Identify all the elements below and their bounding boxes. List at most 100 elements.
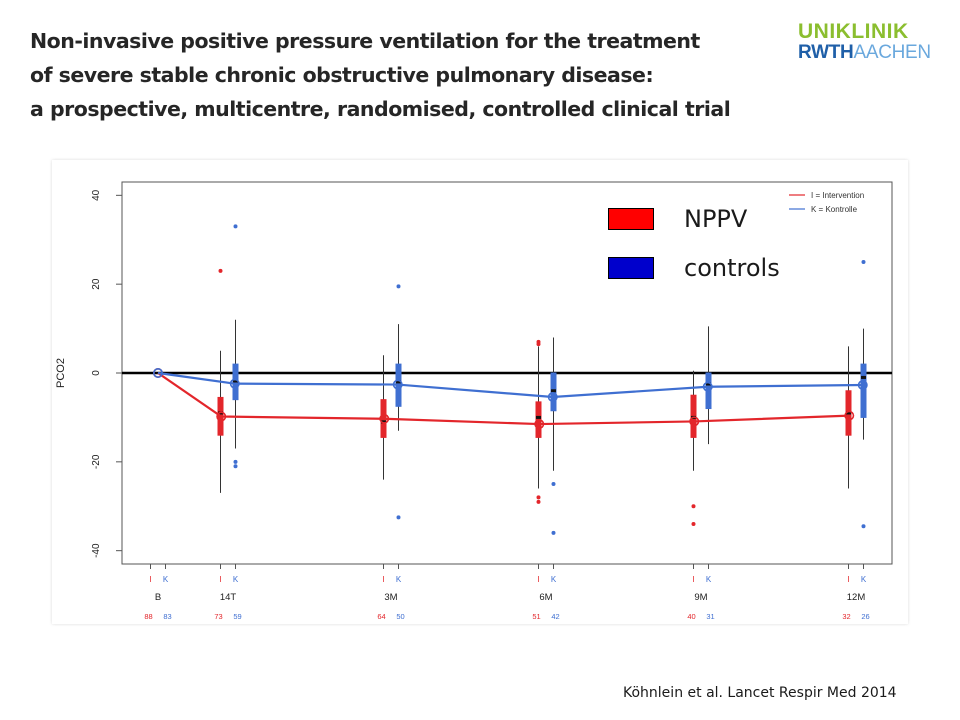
control-mean-point (547, 391, 558, 402)
outlier-point (396, 515, 401, 520)
group-label-control: K (861, 575, 867, 584)
intervention-boxplot (845, 346, 852, 489)
y-tick-label: -40 (91, 543, 102, 558)
boxplot-box (860, 363, 867, 418)
outlier-point (233, 224, 238, 229)
outlier-point (396, 284, 401, 289)
x-tick-label: 9M (694, 592, 707, 603)
citation: Köhnlein et al. Lancet Respir Med 2014 (623, 685, 897, 701)
y-tick-label: 0 (91, 370, 102, 376)
n-intervention: 40 (687, 612, 695, 621)
legend-swatch-controls (608, 256, 654, 279)
inner-legend-label-intervention: I = Intervention (811, 191, 864, 200)
boxplot-median (551, 389, 556, 393)
control-mean-point (702, 381, 713, 392)
group-label-control: K (233, 575, 239, 584)
slide-title: Non-invasive positive pressure ventilati… (30, 24, 770, 126)
group-label-intervention: I (692, 575, 694, 584)
boxplot-median (536, 415, 541, 419)
outlier-point (233, 464, 238, 469)
outlier-point (233, 459, 238, 464)
legend-item-controls: controls (608, 253, 780, 282)
group-label-intervention: I (847, 575, 849, 584)
boxplot-median (706, 382, 711, 386)
y-tick-label: -20 (91, 454, 102, 469)
n-control: 50 (396, 612, 404, 621)
title-line-1: Non-invasive positive pressure ventilati… (30, 29, 700, 53)
outlier-point (536, 499, 541, 504)
logo-line-1: UNIKLINIK (798, 20, 909, 43)
legend-label-controls: controls (684, 253, 780, 282)
intervention-mean-point (216, 411, 227, 422)
intervention-mean-point (844, 410, 855, 421)
outlier-point (536, 495, 541, 500)
boxplot-median (233, 380, 238, 384)
logo-rwth: RWTH (798, 42, 854, 63)
intervention-mean-point (689, 416, 700, 427)
group-label-control: K (706, 575, 712, 584)
group-label-control: K (551, 575, 557, 584)
n-control: 31 (706, 612, 714, 621)
outlier-point (691, 504, 696, 509)
n-control: 59 (233, 612, 241, 621)
title-line-3: a prospective, multicentre, randomised, … (30, 97, 731, 121)
outlier-point (551, 530, 556, 535)
group-label-intervention: I (219, 575, 221, 584)
control-mean-line (157, 371, 863, 399)
n-control: 83 (163, 612, 171, 621)
group-label-intervention: I (537, 575, 539, 584)
group-label-control: K (396, 575, 402, 584)
legend-swatch-nppv (608, 207, 654, 230)
legend-item-nppv: NPPV (608, 205, 780, 233)
group-label-control: K (163, 575, 169, 584)
boxplot-median (861, 375, 866, 379)
y-axis-label: PCO2 (55, 358, 67, 388)
title-line-2: of severe stable chronic obstructive pul… (30, 63, 654, 87)
control-mean-point (229, 378, 240, 389)
x-tick-label: B (155, 592, 161, 603)
n-control: 42 (551, 612, 559, 621)
group-label-intervention: I (382, 575, 384, 584)
n-intervention: 88 (144, 612, 152, 621)
n-intervention: 64 (377, 612, 385, 621)
y-tick-label: 20 (91, 278, 102, 290)
control-mean-point (153, 368, 164, 379)
control-boxplot (232, 224, 239, 469)
x-tick-label: 3M (384, 592, 397, 603)
control-mean-point (392, 379, 403, 390)
boxplot-median (846, 411, 851, 415)
control-boxplot (395, 284, 402, 520)
outlier-point (218, 268, 223, 273)
intervention-mean-line (157, 372, 850, 426)
x-tick-label: 12M (847, 592, 866, 603)
intervention-mean-point (534, 419, 545, 430)
x-tick-label: 6M (539, 592, 552, 603)
outlier-point (861, 259, 866, 264)
boxplot-median (381, 420, 386, 424)
intervention-mean-point (379, 413, 390, 424)
outlier-point (536, 342, 541, 347)
n-control: 26 (861, 612, 869, 621)
intervention-boxplot (535, 339, 542, 504)
group-label-intervention: I (149, 575, 151, 584)
logo-line-2: RWTHAACHEN (798, 42, 948, 64)
control-boxplot (705, 326, 712, 445)
control-mean-point (857, 379, 868, 390)
n-intervention: 73 (214, 612, 222, 621)
y-tick-label: 40 (91, 189, 102, 201)
inner-legend-label-control: K = Kontrolle (811, 205, 858, 214)
outlier-point (861, 524, 866, 529)
outlier-point (691, 522, 696, 527)
figure-panel: 40 20 0 -20 -40 PCO2 I K B 88 83 I K 14T 73 59 I K 3M 64 50 I… (52, 160, 908, 624)
x-tick-label: 14T (220, 592, 237, 603)
n-intervention: 51 (532, 612, 540, 621)
outlier-point (551, 482, 556, 487)
boxplot-median (396, 380, 401, 384)
intervention-boxplot (690, 370, 697, 527)
slide-legend: NPPV controls (608, 205, 780, 303)
n-intervention: 32 (842, 612, 850, 621)
logo-aachen: AACHEN (853, 42, 931, 63)
control-boxplot (860, 259, 867, 529)
uniklinik-logo: UNIKLINIK RWTHAACHEN (798, 20, 948, 64)
